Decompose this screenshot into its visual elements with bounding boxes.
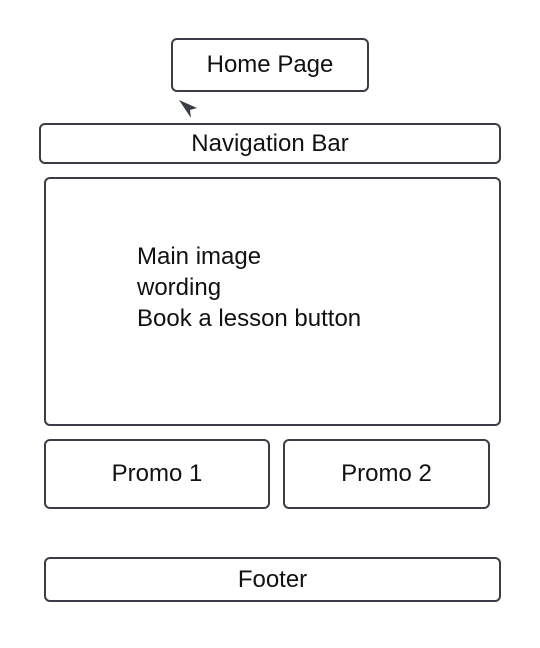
- home-page-box: Home Page: [171, 38, 369, 92]
- promo-1-label: Promo 1: [111, 460, 203, 487]
- hero-text-block: Main image wording Book a lesson button: [137, 241, 361, 334]
- promo-1-box: Promo 1: [44, 439, 270, 509]
- footer-label: Footer: [237, 565, 308, 593]
- footer-box: Footer: [44, 557, 501, 602]
- cursor-arrow-icon: [179, 100, 197, 118]
- home-page-label: Home Page: [206, 51, 334, 78]
- hero-line-main-image: Main image: [137, 243, 262, 270]
- promo-2-box: Promo 2: [283, 439, 490, 509]
- navigation-bar-box: Navigation Bar: [39, 123, 501, 164]
- navigation-bar-label: Navigation Bar: [191, 129, 349, 157]
- hero-line-wording: wording: [137, 274, 222, 301]
- promo-2-label: Promo 2: [341, 460, 432, 487]
- hero-line-book-lesson-button: Book a lesson button: [137, 305, 362, 332]
- hero-section-box: Main image wording Book a lesson button: [44, 177, 501, 426]
